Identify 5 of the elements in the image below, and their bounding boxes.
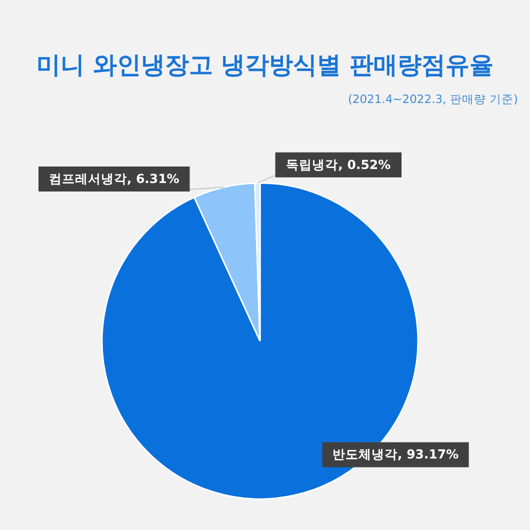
chart-title: 미니 와인냉장고 냉각방식별 판매량점유율 <box>36 51 494 79</box>
text: (2021.4~2022.3, 판매량 기준) <box>348 92 518 106</box>
slice-label: 반도체냉각, 93.17% <box>332 446 460 462</box>
slice-label: 독립냉각, 0.52% <box>286 156 392 172</box>
slice-label: 컴프레서냉각, 6.31% <box>48 170 180 186</box>
